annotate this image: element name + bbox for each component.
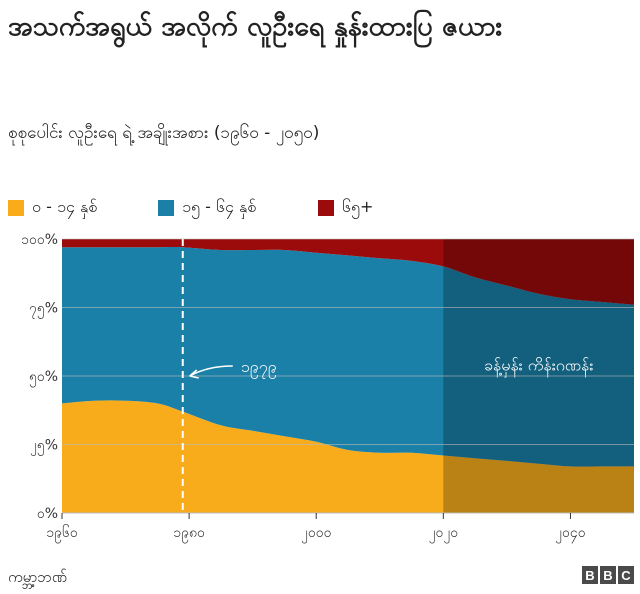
projection-label: ခန့်မှန်း ကိန်းဂဏန်း	[484, 356, 593, 378]
y-tick-label: ၂၅%	[30, 438, 58, 456]
x-tick-label: ၁၉၆၀	[46, 525, 78, 543]
marker-arrow	[189, 365, 233, 377]
chart-subtitle: စုစုပေါင်း လူဦးရေ ရဲ့ အချိုးအစား (၁၉၆၀ -…	[8, 123, 320, 143]
legend-item-old: ၆၅+	[318, 196, 373, 220]
legend-label-old: ၆၅+	[342, 197, 374, 216]
x-tick-label: ၁၉၈၀	[173, 525, 205, 543]
area-series-young	[62, 400, 634, 513]
y-tick-label: ၁၀၀%	[21, 232, 58, 248]
x-tick-label: ၂၀၂၀	[429, 525, 459, 543]
x-tick-label: ၂၀၄၀	[555, 525, 586, 543]
legend-swatch-old	[318, 200, 334, 216]
marker-label: ၁၉၇၉	[241, 357, 277, 379]
legend-label-middle: ၁၅ - ၆၄ နှစ်	[182, 197, 257, 216]
y-tick-label: ၀%	[37, 506, 58, 522]
legend: ၀ - ၁၄ နှစ် ၁၅ - ၆၄ နှစ် ၆၅+	[8, 196, 373, 220]
legend-item-young: ၀ - ၁၄ နှစ်	[8, 196, 158, 220]
bbc-logo-letter: C	[618, 566, 634, 584]
legend-label-young: ၀ - ၁၄ နှစ်	[32, 197, 98, 216]
area-series-middle	[62, 247, 634, 467]
chart-title: အသက်အရွယ် အလိုက် လူဦးရေ နှုန်းထားပြ ဇယား	[8, 11, 503, 42]
y-tick-label: ၇၅%	[29, 301, 58, 319]
y-tick-label: ၅၀%	[29, 369, 58, 387]
area-series-old	[62, 239, 634, 305]
legend-swatch-young	[8, 200, 24, 216]
bbc-logo: B B C	[582, 566, 634, 584]
legend-swatch-middle	[158, 200, 174, 216]
source-label: ကမ္ဘာ့ဘဏ်	[8, 568, 67, 586]
x-tick-label: ၂၀၀၀	[301, 525, 332, 543]
marker-arrowhead	[189, 369, 199, 379]
bbc-logo-letter: B	[600, 566, 616, 584]
bbc-logo-letter: B	[582, 566, 598, 584]
legend-item-middle: ၁၅ - ၆၄ နှစ်	[158, 196, 318, 220]
